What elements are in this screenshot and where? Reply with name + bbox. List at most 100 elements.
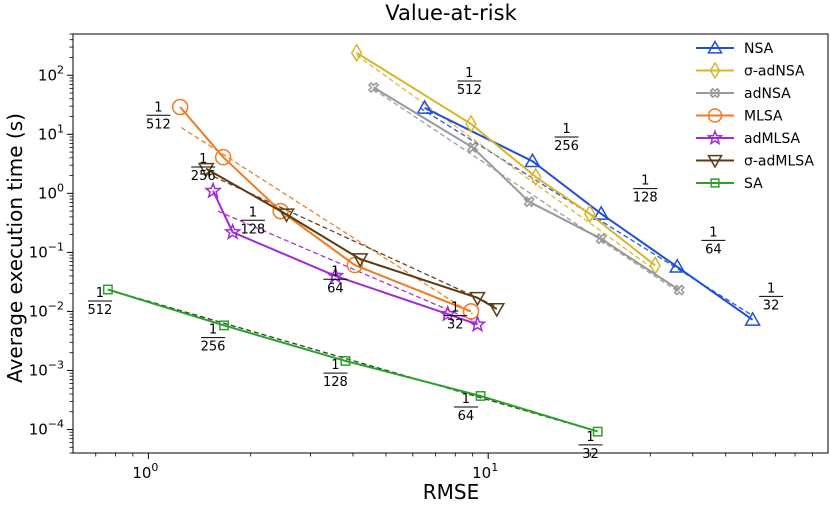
plot-frame	[72, 33, 829, 454]
slope-label-numerator: 1	[96, 286, 104, 301]
series-line-nsa	[424, 107, 754, 321]
legend-marker-mlsa	[707, 108, 723, 123]
series-line-sigma-adnsa	[356, 51, 656, 267]
data-point-sigma-adnsa	[529, 167, 542, 187]
slope-label-numerator: 1	[199, 152, 207, 167]
data-point-adnsa	[595, 233, 607, 245]
slope-label-denominator: 32	[447, 318, 464, 333]
data-point-adnsa	[673, 284, 685, 296]
data-point-sigma-adnsa	[350, 43, 363, 63]
slope-label: 164	[323, 264, 348, 296]
fit-line-sigma-admlsa	[205, 172, 498, 308]
data-point-admlsa	[438, 304, 457, 322]
data-point-sa	[592, 426, 603, 437]
series-line-adnsa	[373, 86, 680, 291]
data-point-mlsa	[171, 98, 189, 116]
y-axis-label: Average execution time (s)	[3, 113, 27, 383]
slope-label-denominator: 128	[240, 222, 265, 237]
y-tick-label: 101	[38, 122, 64, 143]
slope-label: 132	[578, 430, 603, 462]
data-point-sigma-adnsa	[583, 204, 596, 224]
data-point-sigma-admlsa	[351, 253, 369, 268]
data-point-mlsa	[272, 202, 289, 220]
data-point-mlsa	[214, 148, 232, 166]
data-point-sa	[340, 355, 351, 366]
slope-label-denominator: 128	[323, 375, 348, 390]
fit-line-admlsa	[217, 210, 478, 324]
y-tick-label: 10−4	[29, 418, 64, 439]
slope-label-numerator: 1	[586, 430, 594, 445]
legend-marker-nsa	[707, 39, 723, 54]
chart-title: Value-at-risk	[385, 1, 517, 25]
legend-label-sigma-admlsa: σ-adMLSA	[744, 154, 814, 170]
legend-marker-admlsa	[706, 129, 724, 146]
slope-label: 164	[453, 392, 478, 424]
y-tick-label: 10−2	[29, 299, 64, 320]
legend-label-nsa: NSA	[744, 41, 774, 57]
slope-label-numerator: 1	[209, 323, 217, 338]
legend-marker-adnsa	[709, 87, 721, 99]
fit-line-sa	[107, 288, 598, 433]
legend-label-adnsa: adNSA	[744, 86, 791, 102]
slope-label-denominator: 32	[763, 298, 780, 313]
x-tick-label: 100	[132, 461, 158, 482]
data-point-nsa	[592, 205, 610, 220]
series-line-sigma-admlsa	[205, 167, 498, 310]
slope-label-denominator: 256	[554, 139, 579, 154]
legend-label-sigma-adnsa: σ-adNSA	[744, 64, 805, 80]
fit-line-sigma-adnsa	[356, 54, 656, 271]
legend: NSA σ-adNSA adNSA MLSA adMLSA σ-adMLSA SA	[696, 39, 814, 192]
legend-marker-sigma-adnsa	[709, 61, 721, 80]
slope-label-numerator: 1	[249, 205, 257, 220]
data-point-sa	[219, 320, 230, 331]
data-point-sa	[102, 284, 113, 295]
data-point-sigma-admlsa	[469, 291, 486, 307]
data-point-admlsa	[204, 181, 223, 199]
legend-label-sa: SA	[744, 176, 763, 192]
y-tick-label: 10−1	[29, 240, 64, 261]
slope-label-denominator: 256	[191, 169, 216, 184]
slope-label: 164	[701, 225, 726, 257]
series-layer	[102, 43, 761, 437]
slope-label-denominator: 128	[633, 191, 658, 206]
data-point-sigma-adnsa	[465, 114, 477, 134]
data-point-sigma-admlsa	[197, 162, 215, 178]
slope-label-denominator: 32	[582, 447, 599, 462]
slope-label-denominator: 64	[327, 281, 344, 296]
y-tick-label: 100	[38, 181, 64, 202]
data-point-admlsa	[468, 315, 487, 333]
slope-label-denominator: 512	[146, 117, 171, 132]
slope-labels: 1512125611281641321512125611281641321512…	[87, 66, 784, 462]
slope-label-numerator: 1	[451, 301, 459, 316]
data-point-sa	[475, 391, 486, 401]
slope-label-numerator: 1	[331, 358, 339, 373]
slope-label-numerator: 1	[462, 392, 470, 407]
legend-marker-sa	[710, 178, 720, 188]
slope-label-numerator: 1	[641, 174, 649, 189]
legend-label-mlsa: MLSA	[744, 109, 783, 125]
slope-label: 132	[443, 301, 468, 333]
data-point-nsa	[744, 311, 761, 326]
slope-label-numerator: 1	[562, 122, 570, 137]
data-point-adnsa	[367, 81, 380, 94]
slope-label-numerator: 1	[709, 225, 717, 240]
data-point-adnsa	[467, 141, 479, 154]
data-point-nsa	[668, 258, 686, 273]
series-line-sa	[107, 288, 598, 433]
data-point-sigma-admlsa	[488, 302, 506, 318]
slope-label-numerator: 1	[767, 281, 775, 296]
data-point-mlsa	[462, 303, 480, 320]
x-tick-label: 101	[472, 461, 498, 482]
slope-label-numerator: 1	[154, 100, 162, 115]
data-point-adnsa	[523, 196, 535, 208]
slope-label-numerator: 1	[465, 66, 473, 81]
slope-label-numerator: 1	[331, 264, 339, 279]
